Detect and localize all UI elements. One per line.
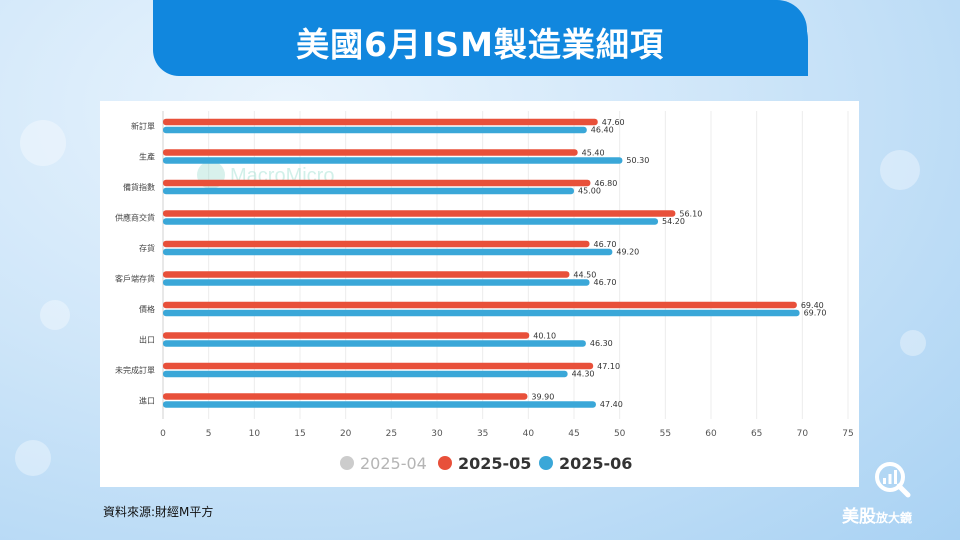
category-label: 出口: [139, 335, 155, 345]
data-label-2025-05: 47.60: [602, 118, 625, 127]
bar-2025-05: [163, 362, 594, 370]
chart-card: MacroMicro 新訂單 生產 備貨指數 供應商交貨 存貨 客戶端存貨 價格 出口 未完成訂…: [100, 101, 859, 487]
data-label-2025-05: 69.40: [801, 301, 824, 310]
title-banner: 美國6月ISM製造業細項: [153, 0, 808, 76]
x-tick-label: 55: [660, 429, 671, 439]
x-tick-label: 50: [614, 429, 626, 439]
bokeh-circle: [880, 150, 920, 190]
data-label-2025-06: 49.20: [616, 248, 639, 257]
bokeh-circle: [20, 120, 66, 166]
bar-2025-06: [163, 279, 590, 286]
x-tick-label: 15: [294, 429, 305, 439]
legend-marker-2025-05: [438, 456, 452, 470]
data-label-2025-06: 46.70: [594, 278, 617, 287]
x-tick-label: 70: [797, 429, 809, 439]
data-label-2025-06: 69.70: [804, 309, 827, 318]
magnifier-chart-icon: [875, 462, 911, 498]
bar-2025-05: [163, 179, 591, 187]
x-tick-label: 0: [160, 429, 166, 439]
x-tick-label: 5: [206, 429, 212, 439]
brand-logo: 美股放大鏡: [842, 460, 942, 530]
data-label-2025-05: 56.10: [679, 209, 702, 218]
legend-label-2025-05: 2025-05: [458, 454, 531, 473]
bar-2025-05: [163, 301, 797, 309]
x-tick-labels: 0 5 10 15 20 25 30 35 40 45 50 55 60 65 70 75: [160, 429, 854, 439]
bar-2025-06: [163, 401, 596, 408]
category-label: 備貨指數: [123, 182, 155, 192]
bar-2025-05: [163, 240, 590, 248]
x-tick-label: 40: [523, 429, 535, 439]
bar-2025-05: [163, 332, 530, 339]
data-label-2025-05: 44.50: [573, 270, 596, 279]
bar-2025-06: [163, 340, 586, 347]
bar-chart: MacroMicro 新訂單生產備貨指數供應商交貨存貨客戶端存貨價格出口未完成訂…: [115, 111, 854, 473]
bar-2025-06: [163, 157, 623, 164]
category-label: 進口: [139, 397, 155, 406]
bokeh-circle: [40, 300, 70, 330]
data-label-2025-06: 47.40: [600, 400, 623, 409]
category-label: 供應商交貨: [115, 213, 155, 223]
bar-2025-06: [163, 309, 800, 317]
legend: 2025-04 2025-05 2025-06: [340, 454, 632, 473]
category-label: 新訂單: [131, 121, 155, 131]
bar-2025-06: [163, 187, 574, 195]
page-title: 美國6月ISM製造業細項: [296, 25, 664, 64]
category-label: 未完成訂單: [115, 365, 155, 375]
bar-2025-05: [163, 393, 528, 400]
brand-name: 美股放大鏡: [842, 502, 952, 527]
category-label: 價格: [139, 304, 155, 314]
x-tick-label: 65: [751, 429, 762, 439]
legend-marker-2025-04: [340, 456, 354, 470]
bar-2025-05: [163, 271, 570, 278]
x-tick-label: 20: [340, 429, 352, 439]
category-label: 存貨: [139, 243, 155, 253]
data-label-2025-06: 45.00: [578, 187, 601, 196]
bar-2025-06: [163, 248, 613, 256]
data-label-2025-05: 40.10: [533, 331, 556, 340]
data-label-2025-06: 44.30: [572, 370, 595, 379]
data-label-2025-05: 46.70: [594, 240, 617, 249]
category-label: 客戶端存貨: [115, 274, 155, 284]
data-label-2025-06: 46.30: [590, 339, 613, 348]
category-label: 生產: [139, 152, 155, 162]
brand-name-small: 放大鏡: [876, 511, 913, 525]
data-label-2025-06: 54.20: [662, 217, 685, 226]
bokeh-circle: [900, 330, 926, 356]
x-tick-label: 45: [568, 429, 579, 439]
x-tick-label: 10: [249, 429, 261, 439]
x-tick-label: 35: [477, 429, 488, 439]
x-tick-label: 30: [431, 429, 443, 439]
legend-label-2025-06: 2025-06: [559, 454, 632, 473]
data-label-2025-05: 47.10: [597, 362, 620, 371]
x-tick-label: 25: [386, 429, 397, 439]
data-label-2025-05: 46.80: [594, 179, 617, 188]
bar-2025-05: [163, 149, 578, 156]
bokeh-circle: [15, 440, 51, 476]
bar-2025-05: [163, 210, 676, 217]
bar-2025-06: [163, 126, 587, 134]
brand-name-big: 美股: [842, 507, 876, 527]
x-tick-label: 75: [842, 429, 853, 439]
source-note: 資料來源:財經M平方: [103, 505, 214, 519]
x-tick-label: 60: [705, 429, 717, 439]
legend-marker-2025-06: [539, 456, 553, 470]
data-label-2025-05: 45.40: [582, 148, 605, 157]
legend-label-2025-04: 2025-04: [360, 454, 427, 473]
bar-2025-06: [163, 370, 568, 378]
data-label-2025-06: 50.30: [626, 156, 649, 165]
data-label-2025-06: 46.40: [591, 126, 614, 135]
bar-2025-05: [163, 118, 598, 126]
data-label-2025-05: 39.90: [531, 392, 554, 401]
bar-2025-06: [163, 218, 659, 225]
